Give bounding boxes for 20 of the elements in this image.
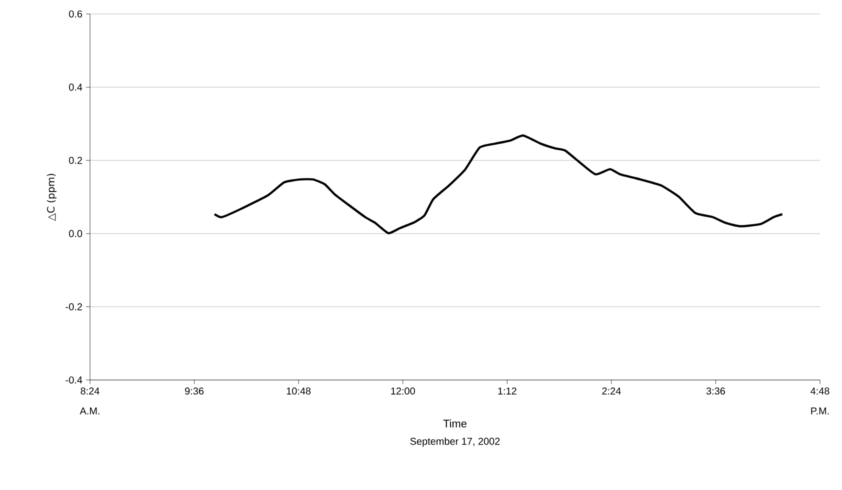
text: September 17, 2002 — [410, 438, 500, 447]
x-tick-label: 8:24 — [80, 388, 100, 395]
x-tick-label: 3:36 — [706, 388, 725, 395]
x-tick-label: 9:36 — [185, 388, 204, 395]
x-tick-label: 10:48 — [286, 388, 311, 395]
x-tick-label: 12:00 — [391, 388, 415, 395]
y-tick-label: 0.6 — [69, 10, 82, 18]
y-tick-label: 0.4 — [69, 84, 82, 91]
y-tick-label: 0.2 — [69, 156, 82, 164]
text: P.M. — [811, 408, 829, 414]
y-tick-label: -0.4 — [66, 376, 82, 384]
text: A.M. — [80, 408, 100, 414]
x-axis-title: Time — [443, 419, 466, 428]
y-axis-title: △C (ppm) — [46, 174, 56, 221]
line-series — [213, 134, 784, 234]
x-tick-label: 4:48 — [810, 388, 830, 395]
y-tick-label: -0.2 — [66, 303, 82, 310]
x-tick-label: 1:12 — [498, 388, 516, 394]
y-tick-label: 0.0 — [69, 230, 82, 238]
x-tick-label: 2:24 — [602, 388, 621, 394]
